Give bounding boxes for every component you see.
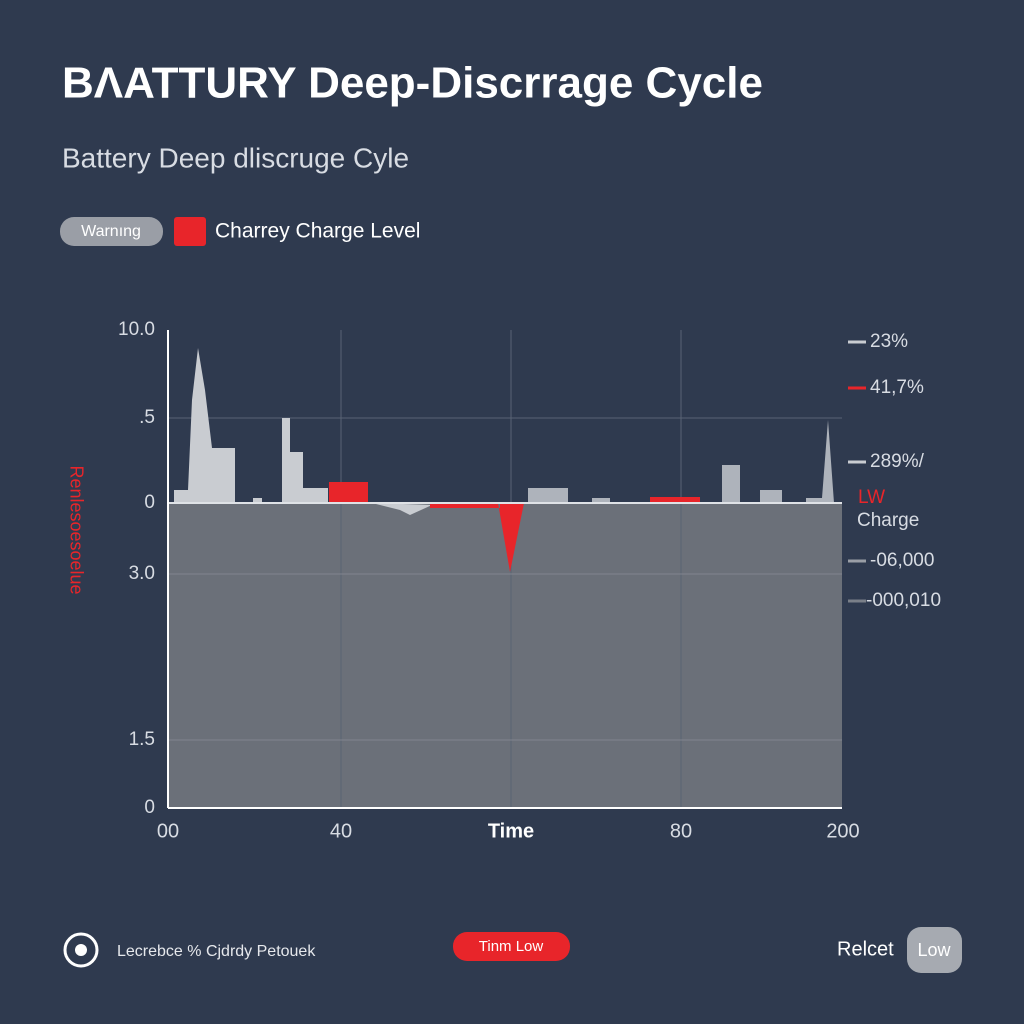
y-label: 3.0 <box>129 563 155 584</box>
discharge-shape <box>174 348 328 503</box>
y-label: 0 <box>144 797 155 818</box>
y-label: .5 <box>139 407 155 428</box>
action-label: Relcet <box>837 938 894 960</box>
right-label: 289%/ <box>870 451 925 472</box>
area-fill <box>168 503 842 808</box>
discharge-shape <box>372 503 432 515</box>
low-charge-shape <box>329 482 700 572</box>
x-label: 40 <box>330 820 352 842</box>
legend-label: Charrey Charge Level <box>215 220 420 243</box>
discharge-shape <box>528 420 834 503</box>
alert-pill[interactable] <box>453 932 570 961</box>
right-label: 23% <box>870 331 908 352</box>
footer-info: Lecrebce % Cjdrdy Petouek <box>117 943 316 960</box>
info-icon[interactable] <box>63 932 99 968</box>
y-axis-title: Renlesoesoelue <box>66 465 86 594</box>
right-label: LW <box>858 487 885 508</box>
right-label: -000,010 <box>866 590 941 611</box>
x-label: 00 <box>157 820 179 842</box>
plot <box>167 330 842 809</box>
y-label: 1.5 <box>129 729 155 750</box>
y-label: 10.0 <box>118 319 155 340</box>
alert-label: Tinm Low <box>479 938 544 955</box>
right-label: Charge <box>857 510 919 531</box>
warning-chip[interactable] <box>60 217 163 246</box>
legend-swatch <box>174 217 206 246</box>
x-axis-title: Time <box>488 820 534 842</box>
low-button-label: Low <box>917 940 951 960</box>
right-label: 41,7% <box>870 377 924 398</box>
subtitle: Battery Deep dliscruge Cyle <box>62 142 409 173</box>
warning-label: Warnıng <box>81 223 141 240</box>
x-label: 80 <box>670 820 692 842</box>
title: BΛATTURY Deep-Discrrage Cycle <box>62 59 763 108</box>
right-label: -06,000 <box>870 550 934 571</box>
info-icon-dot <box>75 944 87 956</box>
low-button[interactable] <box>907 927 962 973</box>
y-label: 0 <box>144 492 155 513</box>
x-label: 200 <box>826 820 859 842</box>
